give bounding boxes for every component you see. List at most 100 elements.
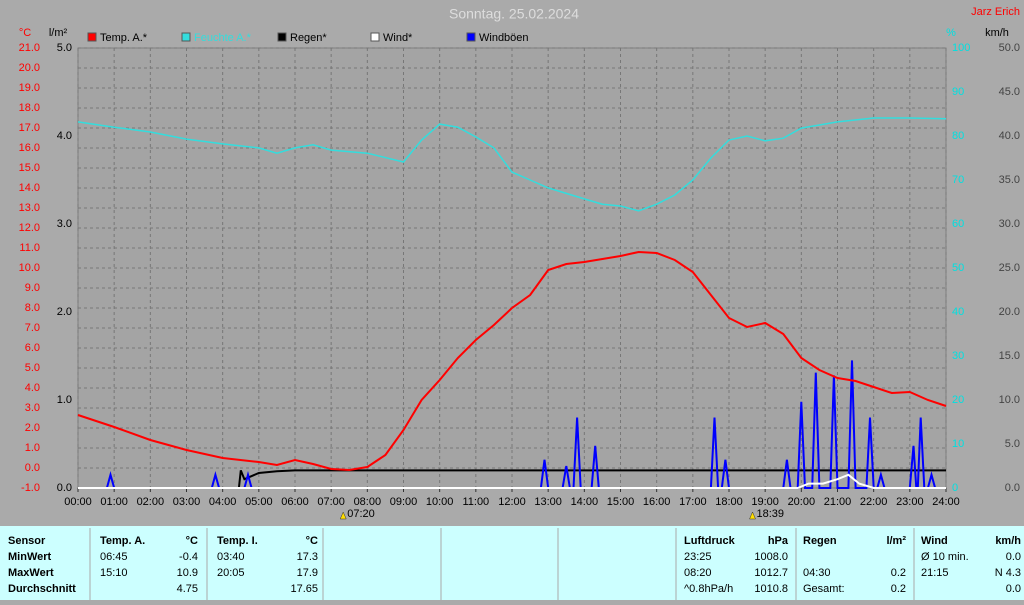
y-tick-label: 9.0 (25, 282, 40, 294)
table-header: °C (306, 535, 318, 547)
table-cell: -0.4 (179, 551, 198, 563)
legend-label: Windböen (479, 32, 529, 44)
y-tick-label: 19.0 (19, 82, 40, 94)
y-tick-label: 1.0 (57, 394, 72, 406)
table-header: hPa (768, 535, 789, 547)
y-tick-label: 50 (952, 262, 964, 274)
y-tick-label: 30 (952, 350, 964, 362)
series-line (78, 469, 946, 489)
y-tick-label: 5.0 (1005, 438, 1020, 450)
table-cell: 4.75 (177, 583, 198, 595)
y-tick-label: 11.0 (19, 242, 40, 254)
x-tick-label: 10:00 (426, 496, 454, 508)
x-tick-label: 17:00 (679, 496, 707, 508)
x-tick-label: 20:00 (788, 496, 816, 508)
y-tick-label: 70 (952, 174, 964, 186)
table-cell: 15:10 (100, 567, 128, 579)
x-tick-label: 24:00 (932, 496, 960, 508)
y-tick-label: 12.0 (19, 222, 40, 234)
table-background (0, 526, 1024, 600)
table-cell: 0.2 (891, 567, 906, 579)
y-tick-label: 15.0 (999, 350, 1020, 362)
y-tick-label: 5.0 (57, 42, 72, 54)
legend-label: Regen* (290, 32, 327, 44)
y-tick-label: 40 (952, 306, 964, 318)
y-tick-label: 1.0 (25, 442, 40, 454)
x-tick-label: 18:00 (715, 496, 743, 508)
y-tick-label: 15.0 (19, 162, 40, 174)
y-tick-label: 80 (952, 130, 964, 142)
table-cell: 17.3 (297, 551, 318, 563)
x-tick-label: 00:00 (64, 496, 92, 508)
table-header: Temp. A. (100, 535, 145, 547)
series-line (77, 117, 947, 212)
y-tick-label: 45.0 (999, 86, 1020, 98)
table-cell: 0.0 (1006, 551, 1021, 563)
axis-unit: km/h (985, 27, 1009, 39)
axis-unit: °C (19, 27, 31, 39)
x-tick-label: 06:00 (281, 496, 309, 508)
y-tick-label: 30.0 (999, 218, 1020, 230)
table-cell: N 4.3 (995, 567, 1021, 579)
legend-swatch (277, 32, 287, 42)
y-tick-label: -1.0 (21, 482, 40, 494)
row-label: MaxWert (8, 567, 54, 579)
sun-marker (749, 511, 756, 520)
y-tick-label: 18.0 (19, 102, 40, 114)
y-tick-label: 8.0 (25, 302, 40, 314)
y-tick-label: 25.0 (999, 262, 1020, 274)
x-tick-label: 19:00 (751, 496, 779, 508)
x-tick-label: 02:00 (137, 496, 165, 508)
x-tick-label: 03:00 (173, 496, 201, 508)
table-cell: Ø 10 min. (921, 551, 969, 563)
table-cell: 06:45 (100, 551, 128, 563)
series-line (78, 473, 946, 489)
table-cell: 1012.7 (754, 567, 788, 579)
y-tick-label: 35.0 (999, 174, 1020, 186)
y-tick-label: 0.0 (1005, 482, 1020, 494)
chart-title: Sonntag. 25.02.2024 (449, 6, 579, 22)
y-tick-label: 20 (952, 394, 964, 406)
row-label: Durchschnitt (8, 583, 76, 595)
x-tick-label: 09:00 (390, 496, 418, 508)
axis-unit: % (946, 27, 956, 39)
table-cell: 04:30 (803, 567, 831, 579)
y-tick-label: 10.0 (999, 394, 1020, 406)
legend-swatch (87, 32, 97, 42)
y-tick-label: 17.0 (19, 122, 40, 134)
table-cell: 10.9 (177, 567, 198, 579)
y-tick-label: 2.0 (25, 422, 40, 434)
y-tick-label: 0.0 (57, 482, 72, 494)
table-cell: ^0.8hPa/h (684, 583, 733, 595)
y-tick-label: 20.0 (999, 306, 1020, 318)
x-tick-label: 04:00 (209, 496, 237, 508)
y-tick-label: 6.0 (25, 342, 40, 354)
x-tick-label: 21:00 (824, 496, 852, 508)
table-cell: 20:05 (217, 567, 245, 579)
x-tick-label: 13:00 (534, 496, 562, 508)
y-tick-label: 100 (952, 42, 970, 54)
table-cell: 08:20 (684, 567, 712, 579)
x-tick-label: 23:00 (896, 496, 924, 508)
table-cell: Gesamt: (803, 583, 845, 595)
y-tick-label: 90 (952, 86, 964, 98)
x-tick-label: 05:00 (245, 496, 273, 508)
x-tick-label: 22:00 (860, 496, 888, 508)
x-tick-label: 12:00 (498, 496, 526, 508)
legend-label: Wind* (383, 32, 413, 44)
axis-unit: l/m² (49, 27, 68, 39)
table-cell: 1010.8 (754, 583, 788, 595)
y-tick-label: 14.0 (19, 182, 40, 194)
table-cell: 0.2 (891, 583, 906, 595)
y-tick-label: 7.0 (25, 322, 40, 334)
y-tick-label: 10 (952, 438, 964, 450)
x-tick-label: 14:00 (571, 496, 599, 508)
y-tick-label: 4.0 (57, 130, 72, 142)
table-cell: 17.65 (290, 583, 318, 595)
table-header: l/m² (886, 535, 906, 547)
table-header: Temp. I. (217, 535, 258, 547)
y-tick-label: 4.0 (25, 382, 40, 394)
x-tick-label: 07:00 (317, 496, 345, 508)
x-tick-label: 16:00 (643, 496, 671, 508)
